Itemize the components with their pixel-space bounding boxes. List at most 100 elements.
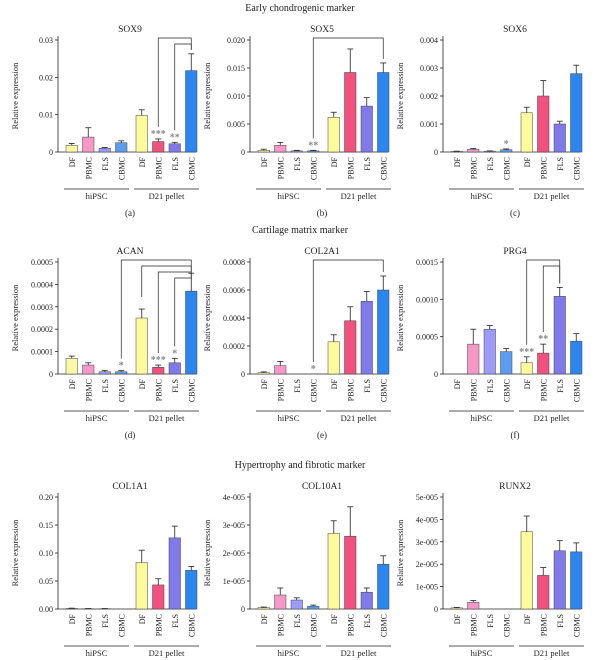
bar xyxy=(377,289,390,375)
comparison-bracket xyxy=(312,37,384,139)
y-tick-label: 0.03 xyxy=(39,36,53,45)
panels: SOX9 Relative expression 0 0.01 0.02 0.03 DF PB… xyxy=(10,25,584,658)
chart-panel-sox9: SOX9 Relative expression 0 0.01 0.02 0.03 DF PB… xyxy=(10,25,199,218)
category-label: CBMC xyxy=(502,379,511,402)
panel-title: COL2A1 xyxy=(304,247,340,257)
category-label: FLS xyxy=(486,379,495,393)
category-label: CBMC xyxy=(117,157,126,180)
y-tick-label: 0.0001 xyxy=(31,348,53,357)
category-label: DF xyxy=(68,378,77,389)
category-label: DF xyxy=(138,156,147,167)
comparison-bracket xyxy=(312,259,384,362)
bar xyxy=(344,535,357,610)
significance-label: *** xyxy=(151,129,166,140)
category-label: FLS xyxy=(363,157,372,171)
y-tick-label: 0.001 xyxy=(420,120,438,129)
bar xyxy=(483,328,496,375)
category-label: CBMC xyxy=(379,157,388,180)
category-label: FLS xyxy=(556,614,565,628)
significance-label: * xyxy=(119,361,124,372)
chart-panel-sox5: SOX5 Relative expression 0 0.005 0.010 0.015 0… xyxy=(202,25,391,218)
y-axis-label: Relative expression xyxy=(202,519,212,587)
y-tick-label: 5e-005 xyxy=(416,493,438,502)
category-label: DF xyxy=(138,378,147,389)
y-tick-label: 0 xyxy=(241,148,245,157)
bar xyxy=(307,605,320,610)
significance-label: * xyxy=(504,139,509,150)
section-title-matrix: Cartilage matrix marker xyxy=(252,225,349,236)
category-label: FLS xyxy=(171,614,180,628)
category-label: FLS xyxy=(486,157,495,171)
y-tick-label: 0.02 xyxy=(39,73,53,82)
significance-label: * xyxy=(172,348,177,359)
y-axis-label: Relative expression xyxy=(395,62,405,130)
bar xyxy=(274,594,287,610)
y-axis-label: Relative expression xyxy=(10,519,20,587)
y-tick-label: 0.0015 xyxy=(416,258,438,267)
comparison-bracket xyxy=(542,265,561,333)
bar xyxy=(290,150,303,153)
y-tick-label: 2e-005 xyxy=(223,549,245,558)
significance-label: *** xyxy=(519,347,534,358)
category-label: FLS xyxy=(171,157,180,171)
panel-letter: (f) xyxy=(511,430,520,440)
panel-title: SOX6 xyxy=(503,25,527,35)
y-tick-label: 0.002 xyxy=(420,92,438,101)
y-tick-label: 0.15 xyxy=(39,521,53,530)
category-label: FLS xyxy=(101,614,110,628)
bar xyxy=(360,105,373,153)
category-label: FLS xyxy=(293,379,302,393)
bar xyxy=(168,537,181,610)
category-label: PBMC xyxy=(539,614,548,636)
category-label: DF xyxy=(330,156,339,167)
chart-panel-col2a1: COL2A1 Relative expression 0 0.0002 0.0004 0.… xyxy=(202,247,391,440)
bar xyxy=(135,317,148,375)
y-tick-label: 2e-005 xyxy=(416,560,438,569)
category-label: PBMC xyxy=(539,157,548,179)
category-label: CBMC xyxy=(379,379,388,402)
panel-title: COL10A1 xyxy=(302,482,342,492)
bar xyxy=(467,343,480,375)
y-tick-label: 0.05 xyxy=(39,577,53,586)
y-tick-label: 0.020 xyxy=(227,36,245,45)
category-label: DF xyxy=(260,378,269,389)
category-label: PBMC xyxy=(346,157,355,179)
group-label: D21 pellet xyxy=(149,413,185,423)
bar xyxy=(135,562,148,610)
significance-label: ** xyxy=(538,334,548,345)
comparison-bracket xyxy=(120,259,192,359)
category-label: CBMC xyxy=(187,157,196,180)
bar xyxy=(115,142,128,153)
group-label: D21 pellet xyxy=(149,191,185,201)
category-label: DF xyxy=(453,156,462,167)
bar xyxy=(274,365,287,375)
y-tick-label: 0.0005 xyxy=(31,258,53,267)
category-label: FLS xyxy=(363,614,372,628)
category-label: FLS xyxy=(293,157,302,171)
y-tick-label: 0.0010 xyxy=(416,295,438,304)
bar xyxy=(327,117,340,153)
category-label: FLS xyxy=(101,157,110,171)
category-label: FLS xyxy=(556,379,565,393)
y-tick-label: 4e-005 xyxy=(416,515,438,524)
bar xyxy=(185,70,198,153)
bar xyxy=(500,149,513,153)
bar xyxy=(520,531,533,610)
group-label: D21 pellet xyxy=(534,648,570,658)
group-label: hiPSC xyxy=(471,648,493,658)
bar xyxy=(450,607,463,610)
panel-title: RUNX2 xyxy=(499,482,531,492)
chart-panel-col10a1: COL10A1 Relative expression 0 1e-005 2e-005 3… xyxy=(202,482,391,658)
y-axis-label: Relative expression xyxy=(10,62,20,130)
group-label: hiPSC xyxy=(471,191,493,201)
group-label: hiPSC xyxy=(86,648,108,658)
bar xyxy=(537,95,550,153)
category-label: PBMC xyxy=(154,614,163,636)
category-label: CBMC xyxy=(117,614,126,637)
panel-letter: (a) xyxy=(125,208,135,218)
y-tick-label: 0 xyxy=(241,605,245,614)
group-label: hiPSC xyxy=(278,191,300,201)
y-tick-label: 0 xyxy=(49,370,53,379)
panel-title: PRG4 xyxy=(503,247,526,257)
significance-label: *** xyxy=(151,355,166,366)
